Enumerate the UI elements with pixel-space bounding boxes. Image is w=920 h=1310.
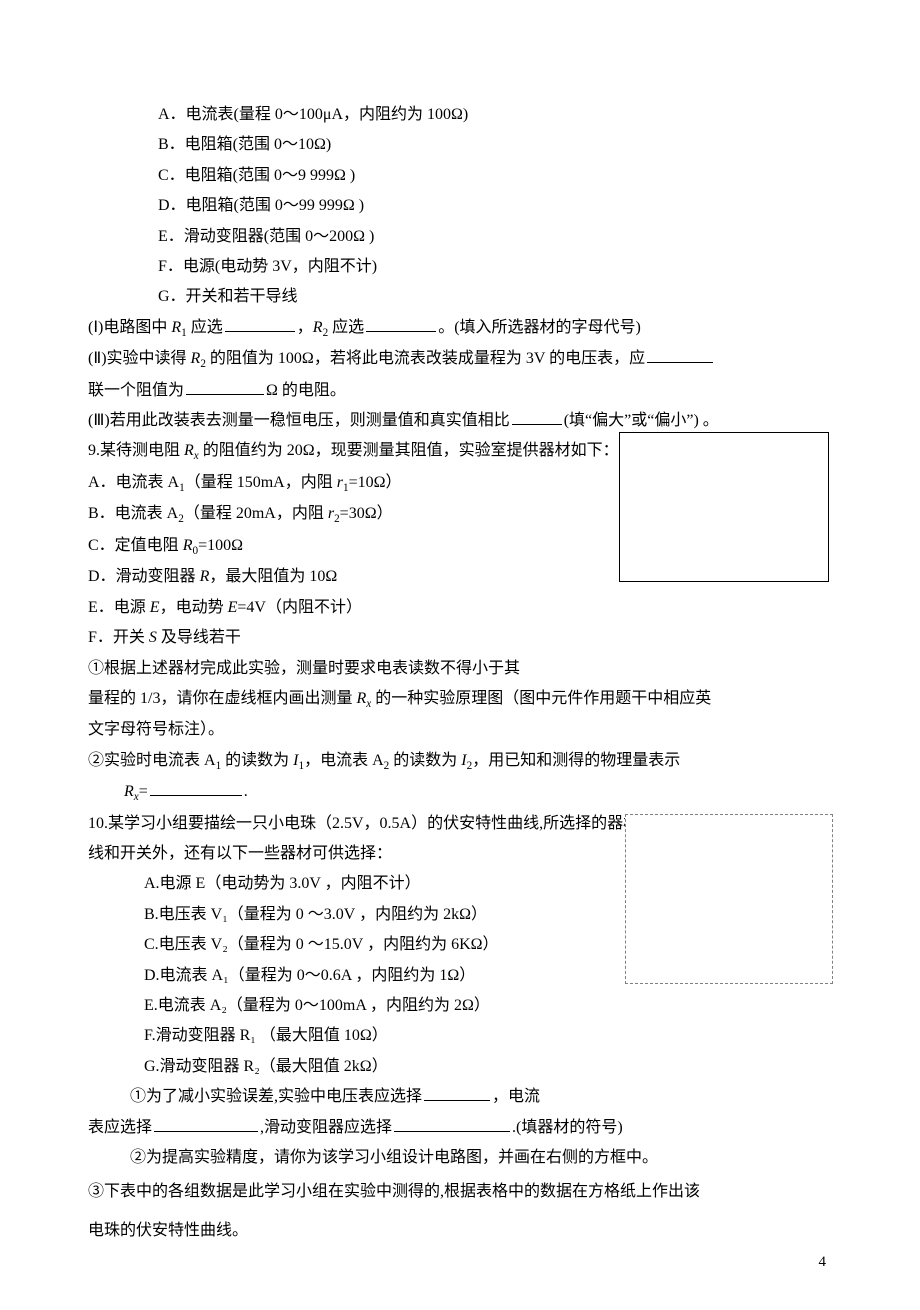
q9-sub2-line2: Rx=. — [88, 777, 832, 808]
text: =4V（内阻不计） — [237, 599, 362, 616]
q10-sub1-line1: ①为了减小实验误差,实验中电压表应选择 ，电流 — [88, 1082, 832, 1112]
text: =10Ω） — [349, 474, 402, 491]
q10-sub3-line1: ③下表中的各组数据是此学习小组在实验中测得的,根据表格中的数据在方格纸上作出该 — [88, 1173, 832, 1211]
blank[interactable] — [366, 314, 436, 332]
q10-sub1-line2: 表应选择 ,滑动变阻器应选择 .(填器材的符号) — [88, 1113, 832, 1143]
text: （量程 150mA，内阻 — [185, 474, 337, 491]
text: （量程 20mA，内阻 — [184, 505, 328, 522]
text: ,滑动变阻器应选择 — [260, 1119, 392, 1136]
var-r: R — [124, 783, 134, 800]
q8-opt-d: D．电阻箱(范围 0～99 999Ω ) — [158, 191, 832, 221]
blank[interactable] — [512, 407, 562, 425]
text: 量程的 1/3，请你在虚线框内画出测量 — [88, 690, 356, 707]
q8-part2-line2: 联一个阻值为 Ω 的电阻。 — [88, 376, 832, 406]
q8-opt-b: B．电阻箱(范围 0～10Ω) — [158, 130, 832, 160]
text: 及导线若干 — [157, 629, 241, 646]
text: 应选 — [328, 319, 364, 336]
page-number: 4 — [819, 1248, 827, 1277]
page: A．电流表(量程 0～100μA，内阻约为 100Ω) B．电阻箱(范围 0～1… — [0, 0, 920, 1310]
blank[interactable] — [424, 1083, 490, 1101]
var-r: R — [183, 537, 193, 554]
var-r: R — [200, 568, 210, 585]
q10-drawing-box[interactable] — [625, 814, 833, 984]
text: (填“偏大”或“偏小”) 。 — [564, 412, 719, 429]
q8-options: A．电流表(量程 0～100μA，内阻约为 100Ω) B．电阻箱(范围 0～1… — [88, 100, 832, 313]
blank[interactable] — [647, 345, 713, 363]
q9-sub1-line1: ①根据上述器材完成此实验，测量时要求电表读数不得小于其 — [88, 654, 832, 684]
text: F．开关 — [88, 629, 149, 646]
blank[interactable] — [150, 778, 242, 796]
q9-sub1-line2: 量程的 1/3，请你在虚线框内画出测量 Rx 的一种实验原理图（图中元件作用题干… — [88, 684, 832, 715]
q8-opt-c: C．电阻箱(范围 0～9 999Ω ) — [158, 161, 832, 191]
text: B．电流表 A — [88, 505, 178, 522]
text: 的阻值约为 20Ω，现要测量其阻值，实验室提供器材如下： — [199, 442, 619, 459]
text: E．电源 — [88, 599, 150, 616]
q10-opt-e: E.电流表 A₂（量程为 0～100mA ，内阻约为 2Ω） — [144, 991, 832, 1021]
blank[interactable] — [394, 1114, 510, 1132]
q9-sub2-line1: ②实验时电流表 A1 的读数为 I1，电流表 A2 的读数为 I2，用已知和测得… — [88, 746, 832, 777]
q10-sub2: ②为提高实验精度，请你为该学习小组设计电路图，并画在右侧的方框中。 — [88, 1143, 832, 1173]
text: A．电流表 A — [88, 474, 179, 491]
q9-item-f: F．开关 S 及导线若干 — [88, 623, 832, 653]
var-e: E — [150, 599, 160, 616]
q8-opt-a: A．电流表(量程 0～100μA，内阻约为 100Ω) — [158, 100, 832, 130]
text: =100Ω — [198, 537, 243, 554]
q10-sub3-line2: 电珠的伏安特性曲线。 — [88, 1212, 832, 1250]
var-r: R — [191, 350, 201, 367]
q8-part1: (Ⅰ)电路图中 R1 应选，R2 应选。(填入所选器材的字母代号) — [88, 313, 832, 344]
text: ，最大阻值为 10Ω — [209, 568, 337, 585]
text: = — [139, 783, 148, 800]
text: ①为了减小实验误差,实验中电压表应选择 — [130, 1088, 422, 1105]
var-r: R — [171, 319, 181, 336]
text: ，电流表 A — [304, 752, 384, 769]
q9-sub1-line3: 文字母符号标注）。 — [88, 715, 832, 745]
text: 的阻值为 100Ω，若将此电流表改装成量程为 3V 的电压表，应 — [206, 350, 645, 367]
q8-opt-f: F．电源(电动势 3V，内阻不计) — [158, 252, 832, 282]
text: 。(填入所选器材的字母代号) — [438, 319, 641, 336]
text: Ω 的电阻。 — [266, 382, 346, 399]
text: D．滑动变阻器 — [88, 568, 200, 585]
q9-item-e: E．电源 E，电动势 E=4V（内阻不计） — [88, 593, 832, 623]
text: (Ⅱ)实验中读得 — [88, 350, 191, 367]
text: ，电流 — [492, 1088, 540, 1105]
var-s: S — [149, 629, 157, 646]
text: 9.某待测电阻 — [88, 442, 184, 459]
q10-opt-f: F.滑动变阻器 R₁ （最大阻值 10Ω） — [144, 1021, 832, 1051]
text: ②实验时电流表 A — [88, 752, 216, 769]
q8-opt-e: E．滑动变阻器(范围 0～200Ω ) — [158, 222, 832, 252]
var-r: R — [313, 319, 323, 336]
text: .(填器材的符号) — [512, 1119, 623, 1136]
text: ，用已知和测得的物理量表示 — [472, 752, 680, 769]
text: C．定值电阻 — [88, 537, 183, 554]
text: 的读数为 — [389, 752, 461, 769]
text: =30Ω） — [340, 505, 393, 522]
q8-part2-line1: (Ⅱ)实验中读得 R2 的阻值为 100Ω，若将此电流表改装成量程为 3V 的电… — [88, 344, 832, 375]
blank[interactable] — [186, 377, 264, 395]
q8-opt-g: G．开关和若干导线 — [158, 282, 832, 312]
text: . — [244, 783, 248, 800]
text: ， — [297, 319, 313, 336]
var-r: R — [184, 442, 194, 459]
text: (Ⅰ)电路图中 — [88, 319, 171, 336]
text: 表应选择 — [88, 1119, 152, 1136]
text: 的读数为 — [221, 752, 293, 769]
blank[interactable] — [154, 1114, 258, 1132]
blank[interactable] — [225, 314, 295, 332]
text: (Ⅲ)若用此改装表去测量一稳恒电压，则测量值和真实值相比 — [88, 412, 510, 429]
text: 应选 — [187, 319, 223, 336]
q9-drawing-box[interactable] — [619, 432, 829, 582]
text: 联一个阻值为 — [88, 382, 184, 399]
var-r: R — [356, 690, 366, 707]
text: 的一种实验原理图（图中元件作用题干中相应英 — [371, 690, 711, 707]
q10-opt-g: G.滑动变阻器 R₂（最大阻值 2kΩ） — [144, 1052, 832, 1082]
var-e: E — [228, 599, 238, 616]
text: ，电动势 — [160, 599, 228, 616]
